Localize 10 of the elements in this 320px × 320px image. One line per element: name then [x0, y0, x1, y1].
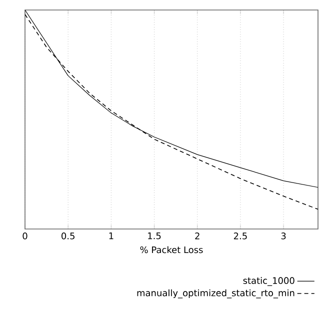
x-tick-label: 2 [195, 232, 200, 240]
x-tick-label: 0 [22, 232, 28, 240]
x-tick-label: 1.5 [148, 232, 161, 240]
x-tick-label: 2.5 [234, 232, 247, 240]
x-tick-label: 0.5 [62, 232, 74, 240]
x-tick-label: 3 [281, 232, 286, 240]
x-tick-label: 1 [109, 232, 114, 240]
legend-label: manually_optimized_static_rto_min [137, 289, 294, 298]
legend-label: static_1000 [243, 277, 294, 286]
x-axis-title: % Packet Loss [140, 246, 203, 254]
